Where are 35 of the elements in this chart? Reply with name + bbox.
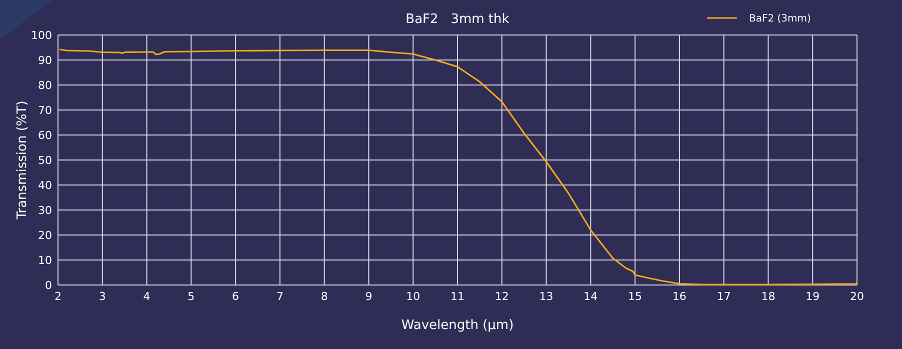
x-tick-label: 5 — [188, 290, 195, 303]
line-series — [59, 48, 858, 286]
x-tick-label: 9 — [365, 290, 372, 303]
x-axis-title: Wavelength (µm) — [401, 318, 514, 333]
x-tick-label: 17 — [716, 290, 731, 303]
chart-title: BaF2 3mm thk — [406, 12, 510, 27]
y-tick-label: 50 — [38, 154, 52, 167]
y-tick-label: 10 — [38, 254, 52, 267]
x-tick-label: 7 — [276, 290, 284, 303]
legend-label: BaF2 (3mm) — [749, 14, 812, 24]
y-tick-label: 60 — [38, 128, 52, 142]
x-tick-label: 16 — [672, 290, 686, 303]
x-tick-label: 11 — [450, 290, 464, 303]
y-axis-title: Transmission (%T) — [15, 100, 30, 220]
y-tick-label: 100 — [31, 28, 52, 42]
x-tick-label: 15 — [628, 290, 642, 303]
x-tick-label: 3 — [98, 290, 106, 303]
x-tick-label: 10 — [406, 290, 420, 303]
x-tick-label: 8 — [320, 290, 328, 303]
x-tick-label: 19 — [806, 290, 820, 303]
x-tick-label: 20 — [850, 290, 864, 303]
y-tick-label: 20 — [38, 228, 52, 242]
y-tick-label: 70 — [38, 104, 52, 117]
x-tick-label: 2 — [54, 290, 62, 303]
x-tick-label: 18 — [761, 290, 776, 303]
x-tick-label: 12 — [494, 290, 509, 303]
y-tick-label: 80 — [38, 78, 52, 92]
x-tick-label: 6 — [232, 290, 240, 303]
y-tick-label: 0 — [45, 278, 52, 292]
x-tick-label: 13 — [539, 290, 554, 303]
y-tick-label: 40 — [38, 178, 52, 192]
y-tick-label: 90 — [38, 54, 52, 67]
x-tick-label: 14 — [584, 290, 598, 303]
x-tick-label: 4 — [143, 290, 150, 303]
y-tick-label: 30 — [38, 204, 52, 217]
